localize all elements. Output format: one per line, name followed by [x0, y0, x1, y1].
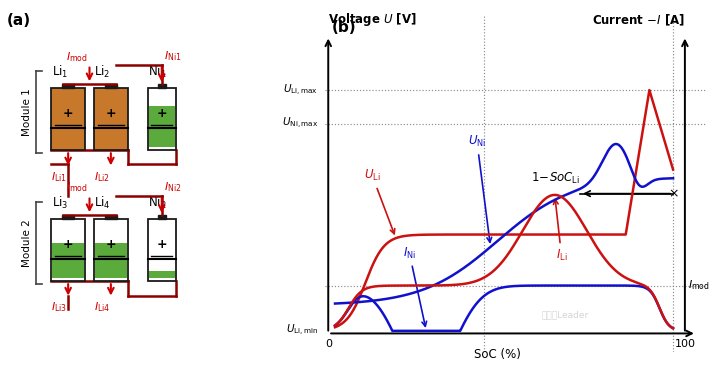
Text: Ni$_1$: Ni$_1$ — [149, 64, 167, 80]
Bar — [94, 219, 128, 280]
Text: 100: 100 — [675, 338, 695, 349]
Bar — [148, 88, 176, 150]
Text: Module 2: Module 2 — [22, 219, 32, 267]
Text: $I_{\mathrm{Ni}}$: $I_{\mathrm{Ni}}$ — [403, 246, 426, 326]
Bar — [158, 84, 166, 88]
Text: Li$_3$: Li$_3$ — [51, 194, 68, 211]
Text: Voltage $U$ [V]: Voltage $U$ [V] — [328, 11, 417, 28]
Bar — [149, 271, 175, 278]
Bar — [149, 106, 175, 147]
Text: $I_{\mathrm{Li1}}$: $I_{\mathrm{Li1}}$ — [51, 170, 67, 184]
Text: 新能源Leader: 新能源Leader — [541, 311, 588, 320]
Text: $I_{\mathrm{Li4}}$: $I_{\mathrm{Li4}}$ — [94, 300, 110, 314]
Text: $1\!-\!SoC_{\mathrm{Li}}$: $1\!-\!SoC_{\mathrm{Li}}$ — [531, 171, 580, 186]
Text: +: + — [106, 238, 116, 251]
Text: Li$_2$: Li$_2$ — [94, 64, 111, 80]
Bar — [94, 88, 128, 150]
Text: $I_{\mathrm{mod}}$: $I_{\mathrm{mod}}$ — [688, 279, 710, 292]
Text: Ni$_2$: Ni$_2$ — [149, 194, 167, 211]
Text: $U_{\mathrm{Ni}}$: $U_{\mathrm{Ni}}$ — [468, 134, 492, 242]
Text: Module 1: Module 1 — [22, 88, 32, 136]
Text: +: + — [156, 238, 167, 251]
Text: $I_{\mathrm{Ni1}}$: $I_{\mathrm{Ni1}}$ — [164, 49, 182, 63]
Bar — [52, 243, 84, 278]
Bar — [158, 215, 166, 219]
Text: +: + — [63, 238, 74, 251]
Text: Current $-I$ [A]: Current $-I$ [A] — [592, 13, 685, 28]
Bar — [95, 243, 127, 278]
Text: 0: 0 — [325, 338, 332, 349]
Text: $I_{\mathrm{Li2}}$: $I_{\mathrm{Li2}}$ — [94, 170, 109, 184]
Bar — [62, 215, 74, 219]
Bar — [105, 215, 117, 219]
Bar — [148, 219, 176, 280]
Text: Li$_1$: Li$_1$ — [51, 64, 68, 80]
Bar — [51, 88, 86, 150]
Text: +: + — [156, 107, 167, 120]
Text: $U_{\mathrm{Li,min}}$: $U_{\mathrm{Li,min}}$ — [286, 323, 318, 338]
Text: $U_{\mathrm{Li,max}}$: $U_{\mathrm{Li,max}}$ — [283, 83, 318, 98]
Text: $I_{\mathrm{mod}}$: $I_{\mathrm{mod}}$ — [66, 180, 88, 194]
Text: SoC (%): SoC (%) — [474, 348, 521, 361]
Text: +: + — [63, 107, 74, 120]
Text: $I_{\mathrm{Li}}$: $I_{\mathrm{Li}}$ — [553, 199, 568, 263]
Text: Li$_4$: Li$_4$ — [94, 194, 111, 211]
Text: $U_{\mathrm{Ni,max}}$: $U_{\mathrm{Ni,max}}$ — [282, 116, 318, 131]
Text: (b): (b) — [331, 20, 356, 35]
Bar — [51, 219, 86, 280]
Text: (a): (a) — [6, 13, 31, 28]
Text: $\times$: $\times$ — [668, 187, 678, 200]
Text: +: + — [106, 107, 116, 120]
Text: $I_{\mathrm{Ni2}}$: $I_{\mathrm{Ni2}}$ — [164, 180, 182, 194]
Text: $U_{\mathrm{Li}}$: $U_{\mathrm{Li}}$ — [364, 168, 395, 234]
Bar — [105, 84, 117, 88]
Bar — [62, 84, 74, 88]
Text: $I_{\mathrm{mod}}$: $I_{\mathrm{mod}}$ — [66, 50, 88, 64]
Text: $I_{\mathrm{Li3}}$: $I_{\mathrm{Li3}}$ — [51, 300, 67, 314]
